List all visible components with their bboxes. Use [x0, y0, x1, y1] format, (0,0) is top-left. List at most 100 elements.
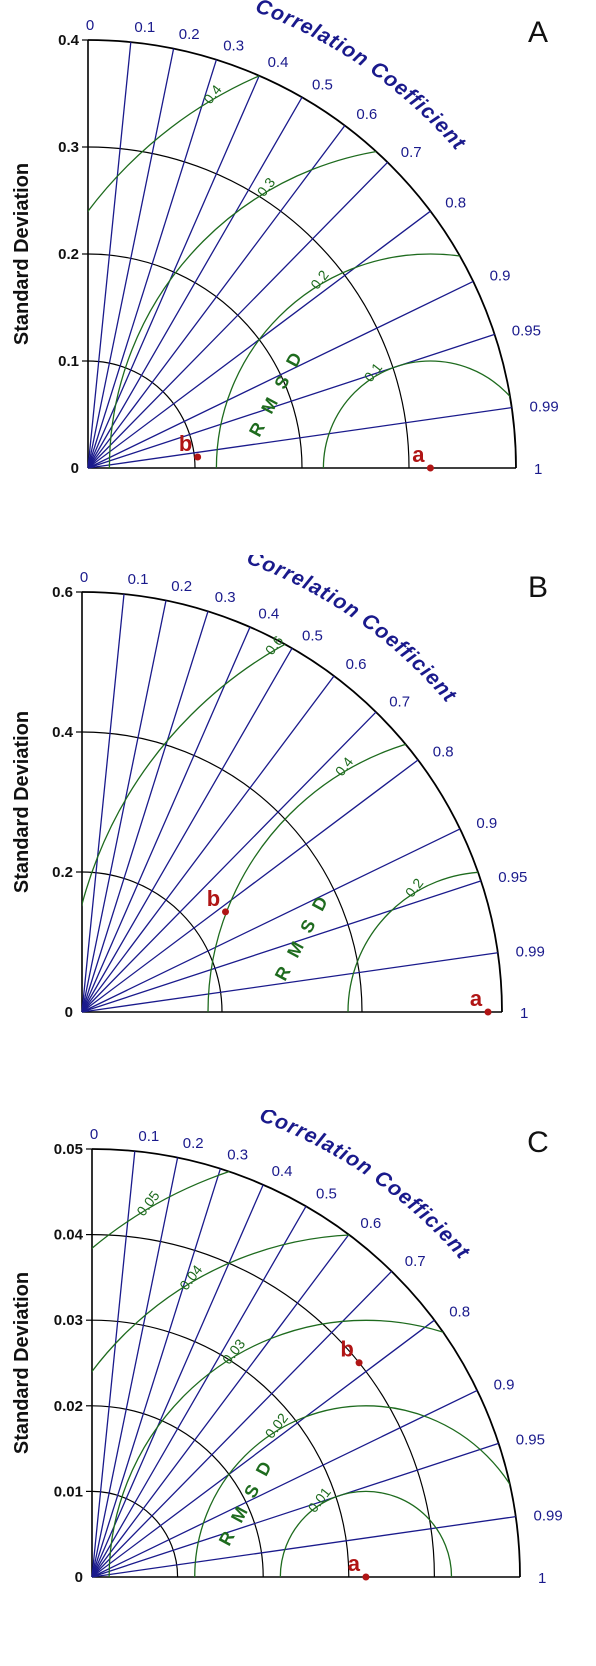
y-tick-label: 0.1 — [58, 353, 79, 370]
correlation-line — [91, 1442, 499, 1578]
correlation-line — [91, 1234, 350, 1578]
correlation-tick-label: 0.3 — [223, 37, 244, 54]
correlation-line — [81, 952, 498, 1013]
taylor-diagram-c: 0 0.01 0.02 0.03 0.04 0.05 0 0.1 0.2 0.3 0.4 0.5 0.6… — [11, 1110, 563, 1587]
rmsd-axis-label: R M S D — [271, 890, 334, 984]
correlation-tick-label: 0.3 — [227, 1146, 248, 1163]
rmsd-arc-label: 0.1 — [361, 359, 386, 384]
y-axis-label: Standard Deviation — [11, 1272, 33, 1454]
correlation-tick-label: 0 — [86, 17, 94, 34]
y-tick-label: 0.05 — [54, 1141, 83, 1158]
correlation-line — [81, 675, 335, 1013]
panel-label: A — [528, 16, 548, 49]
y-tick-label: 0.03 — [54, 1312, 83, 1329]
y-tick-label: 0.4 — [58, 32, 80, 49]
y-tick-label: 0 — [65, 1004, 73, 1021]
correlation-tick-label: 0.99 — [516, 943, 545, 960]
data-point-label-b: b — [340, 1337, 353, 1362]
correlation-tick-label: 0.2 — [179, 26, 200, 43]
data-point-b — [355, 1359, 363, 1367]
data-point-a — [484, 1008, 492, 1016]
correlation-line — [81, 626, 251, 1013]
data-point-label-a: a — [348, 1551, 361, 1576]
sd-arc — [87, 146, 410, 469]
sd-arc — [87, 253, 303, 469]
correlation-tick-label: 0.4 — [272, 1163, 293, 1180]
correlation-tick-label: 0.1 — [128, 571, 149, 588]
y-axis-label: Standard Deviation — [11, 711, 33, 893]
correlation-line — [81, 647, 293, 1013]
y-tick-label: 0.04 — [54, 1227, 84, 1244]
correlation-tick-label: 0 — [80, 569, 88, 586]
correlation-tick-label: 0.5 — [316, 1185, 337, 1202]
correlation-line — [81, 600, 167, 1013]
y-tick-label: 0.01 — [54, 1483, 83, 1500]
taylor-panel-a: 0 0.1 0.2 0.3 0.4 0 0.1 0.2 0.3 0.4 0.5 0.6 0.7 0.8 0.… — [0, 0, 596, 555]
rmsd-arc-label: 0.2 — [402, 875, 427, 900]
taylor-panel-c: 0 0.01 0.02 0.03 0.04 0.05 0 0.1 0.2 0.3 0.4 0.5 0.6… — [0, 1110, 596, 1665]
correlation-line — [81, 828, 461, 1013]
y-tick-label: 0.2 — [52, 864, 73, 881]
sd-arc — [87, 39, 517, 469]
correlation-line — [81, 880, 482, 1013]
correlation-line — [81, 711, 377, 1013]
correlation-tick-label: 1 — [538, 1570, 546, 1587]
correlation-line — [81, 594, 125, 1013]
correlation-tick-label: 0.95 — [516, 1431, 545, 1448]
correlation-tick-label: 1 — [534, 461, 542, 478]
data-point-label-b: b — [179, 431, 192, 456]
correlation-axis-label: Correlation Coefficient — [244, 555, 461, 707]
correlation-line — [91, 1206, 307, 1578]
correlation-tick-label: 0.6 — [360, 1215, 381, 1232]
rmsd-arc — [207, 731, 502, 1012]
correlation-tick-label: 0.6 — [356, 106, 377, 123]
sd-arc — [81, 731, 363, 1013]
correlation-tick-label: 0.5 — [312, 76, 333, 93]
taylor-diagram-b: 0 0.2 0.4 0.6 0 0.1 0.2 0.3 0.4 0.5 0.6 0.7 0.8 0.9 0.… — [11, 555, 548, 1022]
correlation-line — [87, 59, 218, 469]
correlation-tick-label: 0.99 — [534, 1507, 563, 1524]
correlation-line — [87, 406, 512, 469]
correlation-line — [91, 1389, 478, 1578]
data-point-a — [426, 464, 434, 472]
correlation-line — [81, 759, 419, 1013]
y-tick-label: 0.2 — [58, 246, 79, 263]
correlation-tick-label: 1 — [520, 1005, 528, 1022]
correlation-axis-label: Correlation Coefficient — [252, 0, 470, 155]
sd-arc — [91, 1234, 435, 1578]
correlation-line — [91, 1184, 264, 1578]
y-axis-label: Standard Deviation — [11, 163, 33, 345]
rmsd-arc — [108, 1319, 520, 1577]
sd-arc — [87, 360, 196, 469]
sd-arc — [91, 1405, 264, 1578]
correlation-tick-label: 0.4 — [268, 54, 289, 71]
correlation-line — [87, 280, 474, 469]
data-point-label-b: b — [207, 886, 220, 911]
y-tick-label: 0.02 — [54, 1398, 83, 1415]
y-tick-label: 0.3 — [58, 139, 79, 156]
correlation-tick-label: 0.7 — [389, 694, 410, 711]
correlation-line — [87, 42, 132, 469]
rmsd-arc — [322, 360, 516, 468]
correlation-tick-label: 0.99 — [530, 398, 559, 415]
data-point-a — [362, 1573, 370, 1581]
rmsd-arc-label: 0.4 — [332, 754, 357, 779]
correlation-tick-label: 0.1 — [138, 1128, 159, 1145]
correlation-line — [87, 125, 346, 469]
correlation-tick-label: 0.2 — [183, 1135, 204, 1152]
data-point-b — [222, 908, 229, 916]
correlation-line — [87, 161, 389, 469]
correlation-line — [87, 75, 260, 469]
correlation-tick-label: 0.4 — [258, 605, 279, 622]
correlation-line — [91, 1515, 516, 1578]
y-tick-label: 0 — [71, 460, 79, 477]
correlation-tick-label: 0.9 — [476, 815, 497, 832]
taylor-panel-b: 0 0.2 0.4 0.6 0 0.1 0.2 0.3 0.4 0.5 0.6 0.7 0.8 0.9 0.… — [0, 555, 596, 1110]
rmsd-arc — [82, 592, 502, 1012]
panel-label: B — [528, 571, 548, 604]
sd-arc — [81, 871, 223, 1013]
data-point-label-a: a — [470, 986, 483, 1011]
y-tick-label: 0.4 — [52, 724, 74, 741]
correlation-tick-label: 0.2 — [171, 578, 192, 595]
correlation-line — [91, 1157, 179, 1578]
